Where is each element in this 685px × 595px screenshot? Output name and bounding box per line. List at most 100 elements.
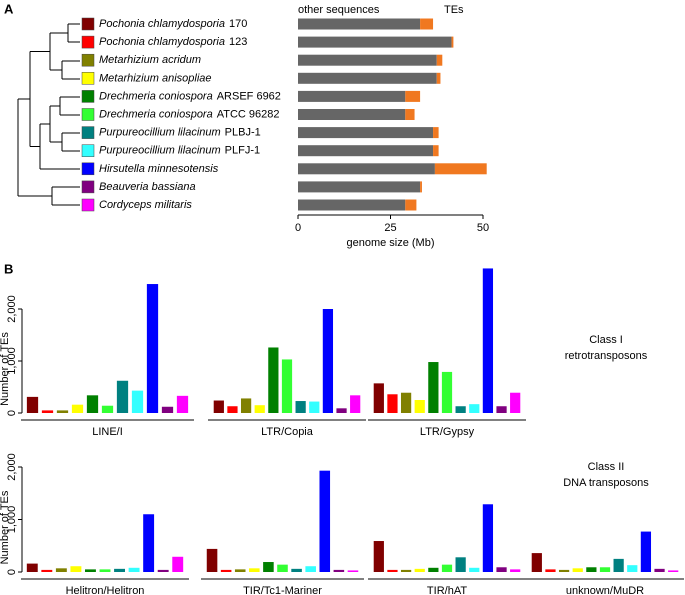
bar xyxy=(545,569,556,572)
bar-segment xyxy=(298,127,434,139)
group-label: TIR/Tc1-Mariner xyxy=(243,585,322,595)
strain-name: PLFJ-1 xyxy=(225,145,260,157)
bar xyxy=(414,568,425,572)
species-swatch xyxy=(81,180,95,194)
bar-segment xyxy=(298,36,452,48)
bar xyxy=(41,569,53,572)
bar xyxy=(131,390,144,413)
class-label: Class I xyxy=(589,334,623,346)
bar-segment xyxy=(298,199,406,211)
strain-name: 170 xyxy=(229,18,247,30)
strain-name: PLBJ-1 xyxy=(225,127,261,139)
panel-label: A xyxy=(4,1,14,16)
species-label: Metarhizium anisopliae xyxy=(99,72,212,84)
species-label: Metarhizium acridum xyxy=(99,54,201,66)
bar xyxy=(220,569,232,572)
species-name: Beauveria bassiana xyxy=(99,181,196,193)
class-label: DNA transposons xyxy=(563,477,649,489)
strain-name: ATCC 96282 xyxy=(217,108,280,120)
x-tick-label: 50 xyxy=(477,222,489,234)
bar xyxy=(586,567,597,572)
bar xyxy=(146,284,159,413)
bar-segment xyxy=(434,163,487,175)
species-swatch xyxy=(81,90,95,103)
bar xyxy=(496,567,507,572)
bar-segment xyxy=(405,90,421,102)
bar xyxy=(441,371,453,413)
bar xyxy=(387,394,398,413)
species-label: Drechmeria coniospora ARSEF 6962 xyxy=(99,90,281,102)
bar xyxy=(428,362,439,413)
bar xyxy=(143,514,155,572)
bar-segment xyxy=(298,181,421,193)
group-label: Helitron/Helitron xyxy=(66,585,145,595)
bar xyxy=(55,568,67,572)
bar xyxy=(114,568,125,572)
bar-segment xyxy=(298,18,421,30)
bar xyxy=(510,392,521,413)
bar xyxy=(26,396,39,413)
species-label: Beauveria bassiana xyxy=(99,181,196,193)
y-tick-label: 0 xyxy=(6,410,18,416)
phylogeny-tree xyxy=(17,23,80,206)
bar xyxy=(99,569,111,572)
bar xyxy=(441,564,453,572)
species-label: Hirsutella minnesotensis xyxy=(99,163,219,175)
bar xyxy=(268,347,279,413)
bar xyxy=(469,567,480,572)
bar-segment xyxy=(420,18,434,30)
bar-segment xyxy=(298,72,437,84)
bar xyxy=(347,570,359,572)
strain-name: ARSEF 6962 xyxy=(217,90,281,102)
species-swatch xyxy=(81,53,95,67)
species-name: Cordyceps militaris xyxy=(99,199,192,211)
species-name: Drechmeria coniospora xyxy=(99,90,213,102)
bar xyxy=(26,563,38,572)
bar-segment xyxy=(420,181,422,193)
group-label: LTR/Copia xyxy=(261,426,314,438)
bar xyxy=(176,395,189,413)
bar-segment xyxy=(298,90,406,102)
y-tick-label: 2,000 xyxy=(6,295,18,323)
bar xyxy=(240,398,252,413)
bar-segment xyxy=(436,54,443,66)
group-label: unknown/MuDR xyxy=(566,585,644,595)
bar xyxy=(599,567,611,572)
bar xyxy=(295,401,306,413)
bar xyxy=(227,406,238,413)
bar xyxy=(350,395,361,413)
bar xyxy=(213,400,224,413)
group-label: LTR/Gypsy xyxy=(420,426,475,438)
bar-segment xyxy=(436,72,441,84)
species-name: Pochonia chlamydosporia xyxy=(99,36,225,48)
species-label: Purpureocillium lilacinum PLFJ-1 xyxy=(99,145,260,157)
bar xyxy=(101,405,114,413)
species-label: Drechmeria coniospora ATCC 96282 xyxy=(99,108,280,120)
bar xyxy=(234,569,246,572)
species-name: Pochonia chlamydosporia xyxy=(99,18,225,30)
bar xyxy=(558,569,570,572)
bar xyxy=(263,562,274,572)
bar xyxy=(613,558,624,572)
bar xyxy=(455,557,466,572)
bar xyxy=(85,569,96,572)
y-tick-label: 2,000 xyxy=(6,453,18,481)
legend-label: TEs xyxy=(444,4,464,16)
class-label: retrotransposons xyxy=(565,350,648,362)
bar xyxy=(86,395,99,413)
species-name: Hirsutella minnesotensis xyxy=(99,163,219,175)
bar xyxy=(322,309,334,413)
bar xyxy=(627,565,638,572)
bar xyxy=(668,570,679,572)
bar xyxy=(336,408,347,413)
bar xyxy=(281,359,293,413)
bar xyxy=(161,406,174,413)
bar xyxy=(469,404,480,413)
species-label: Pochonia chlamydosporia 123 xyxy=(99,36,247,48)
class-label: Class II xyxy=(588,461,625,473)
species-swatch xyxy=(81,72,95,85)
bar xyxy=(428,567,439,572)
y-axis-title: Number of TEs xyxy=(0,332,11,406)
species-name: Metarhizium anisopliae xyxy=(99,72,212,84)
